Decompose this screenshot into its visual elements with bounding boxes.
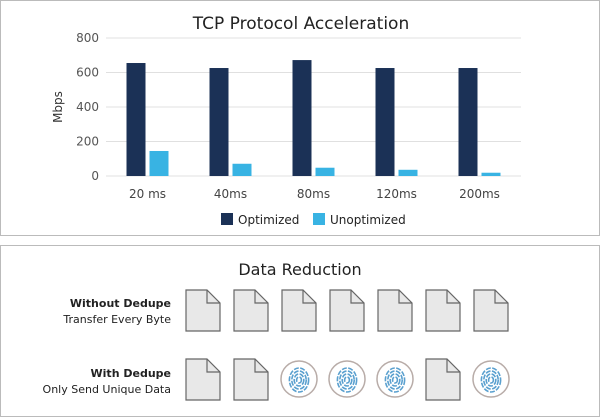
fingerprint-ridge — [288, 367, 310, 393]
fingerprint-icon — [376, 360, 414, 398]
data-reduction-title: Data Reduction — [238, 260, 362, 279]
file-icon — [425, 289, 461, 332]
file-icon — [281, 289, 317, 332]
x-tick-label: 120ms — [376, 187, 417, 201]
row-subtitle: Only Send Unique Data — [42, 383, 171, 396]
fingerprint-ring — [376, 360, 414, 398]
file-fold — [254, 290, 268, 304]
fingerprint-icon — [280, 360, 318, 398]
y-tick-label: 400 — [76, 100, 99, 114]
x-tick-label: 80ms — [297, 187, 330, 201]
file-fold — [206, 359, 220, 373]
bar-chart: TCP Protocol Acceleration 0 200 400 600 800 Mb… — [51, 14, 521, 227]
fingerprint-ridge — [336, 367, 358, 393]
fingerprint-ring — [328, 360, 366, 398]
data-reduction-panel: Data Reduction Without Dedupe Transfer E… — [0, 245, 600, 417]
fingerprint-icon — [472, 360, 510, 398]
y-tick-label: 0 — [91, 169, 99, 183]
file-body — [281, 289, 317, 332]
fingerprint-ridge — [293, 373, 305, 387]
file-fold — [446, 290, 460, 304]
bar-optimized — [458, 68, 478, 176]
fingerprint-ring — [280, 360, 318, 398]
legend-swatch — [313, 213, 325, 225]
file-icon — [425, 358, 461, 401]
file-fold — [206, 290, 220, 304]
file-body — [233, 358, 269, 401]
fingerprint-ridge — [343, 376, 351, 384]
fingerprint-ridge — [480, 367, 502, 393]
bar-unoptimized — [398, 169, 418, 176]
y-axis-label: Mbps — [51, 91, 65, 123]
file-fold — [350, 290, 364, 304]
y-tick-label: 200 — [76, 135, 99, 149]
chart-title: TCP Protocol Acceleration — [192, 14, 409, 34]
file-icon — [473, 289, 509, 332]
row-label-with-dedupe: With Dedupe Only Send Unique Data — [43, 366, 171, 398]
fingerprint-icon — [328, 360, 366, 398]
row-subtitle: Transfer Every Byte — [63, 313, 171, 326]
legend-label: Unoptimized — [330, 213, 406, 227]
x-tick-label: 40ms — [214, 187, 247, 201]
fingerprint-ridge — [384, 367, 406, 393]
legend-swatch — [221, 213, 233, 225]
file-fold — [398, 290, 412, 304]
y-tick-label: 600 — [76, 66, 99, 80]
bar-unoptimized — [315, 167, 335, 176]
file-fold — [446, 359, 460, 373]
fingerprint-ridge — [341, 373, 353, 387]
file-icon — [233, 289, 269, 332]
file-body — [329, 289, 365, 332]
file-icon — [233, 358, 269, 401]
fingerprint-ring — [472, 360, 510, 398]
file-body — [185, 358, 221, 401]
fingerprint-ridge — [295, 376, 303, 384]
bar-unoptimized — [232, 163, 252, 176]
x-tick-label: 200ms — [459, 187, 500, 201]
file-icon — [185, 289, 221, 332]
file-icon — [185, 358, 221, 401]
fingerprint-ridge — [487, 376, 495, 384]
chart-panel: TCP Protocol Acceleration 0 200 400 600 800 Mb… — [0, 0, 600, 236]
file-body — [185, 289, 221, 332]
fingerprint-ridge — [485, 373, 497, 387]
file-fold — [302, 290, 316, 304]
file-body — [377, 289, 413, 332]
file-icon — [329, 289, 365, 332]
bar-unoptimized — [149, 150, 169, 176]
row-label-without-dedupe: Without Dedupe Transfer Every Byte — [63, 296, 171, 328]
y-tick-label: 800 — [76, 31, 99, 45]
fingerprint-ridge — [389, 373, 401, 387]
bar-unoptimized — [481, 172, 501, 176]
file-body — [233, 289, 269, 332]
bar-optimized — [209, 68, 229, 176]
legend-label: Optimized — [238, 213, 299, 227]
x-tick-label: 20 ms — [129, 187, 166, 201]
dedupe-icons — [185, 289, 510, 401]
bar-optimized — [375, 68, 395, 176]
row-title: Without Dedupe — [69, 297, 171, 310]
file-body — [425, 289, 461, 332]
file-body — [473, 289, 509, 332]
file-body — [425, 358, 461, 401]
bar-optimized — [292, 60, 312, 176]
row-title: With Dedupe — [90, 367, 171, 380]
file-fold — [494, 290, 508, 304]
fingerprint-ridge — [391, 376, 399, 384]
file-icon — [377, 289, 413, 332]
bar-optimized — [126, 63, 146, 177]
file-fold — [254, 359, 268, 373]
